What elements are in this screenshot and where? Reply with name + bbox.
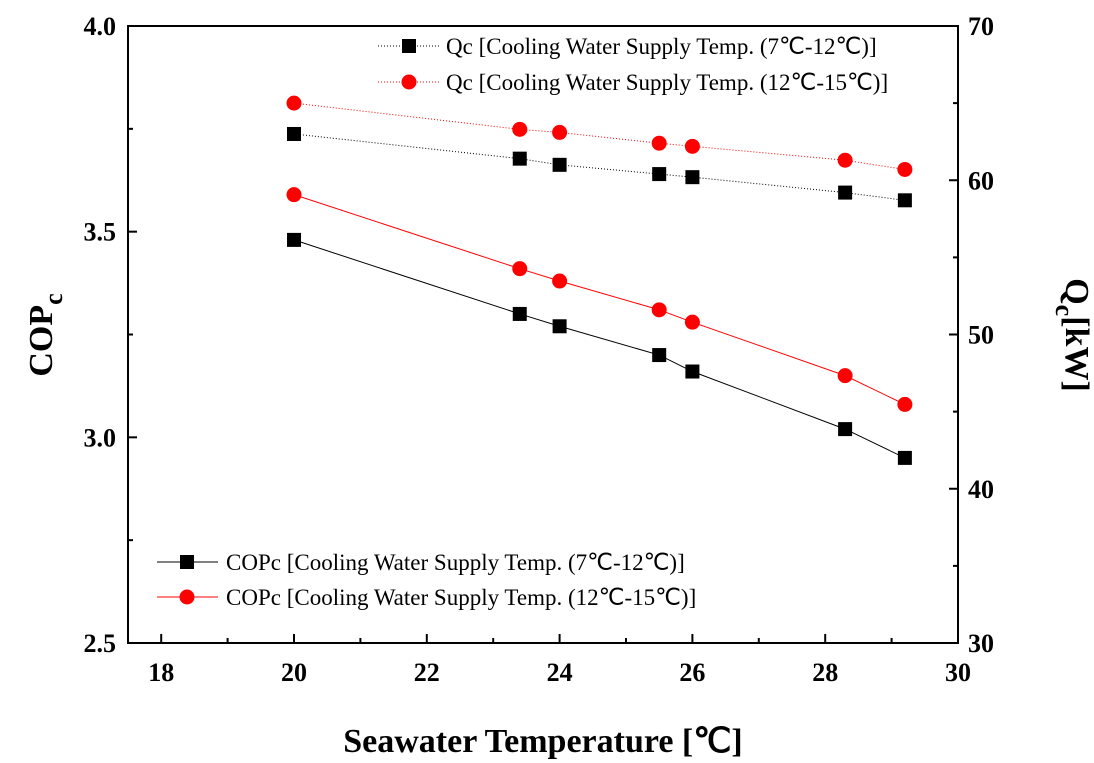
series-line-1: [293, 102, 905, 170]
series-line-2: [293, 239, 906, 459]
y-right-tick-label: 60: [968, 166, 994, 195]
axis-ticks: [128, 25, 959, 644]
y-left-tick-label: 3.5: [84, 218, 117, 247]
x-tick-label: 30: [945, 658, 971, 687]
series-point: [651, 135, 667, 151]
series-point: [685, 170, 700, 185]
series-point: [685, 364, 700, 379]
series-point: [286, 187, 302, 203]
y-right-axis-title-sub: c: [1050, 305, 1079, 317]
series-lines: [293, 102, 906, 459]
y-left-tick-label: 3.0: [84, 423, 117, 452]
series-point: [897, 193, 912, 208]
series-line-0: [293, 133, 905, 201]
x-tick-label: 24: [547, 658, 573, 687]
series-point: [897, 161, 913, 177]
x-tick-label: 18: [148, 658, 174, 687]
x-axis-title: Seawater Temperature [℃]: [343, 723, 743, 760]
series-point: [897, 450, 912, 465]
legend-qc-7-12-label: Qc [Cooling Water Supply Temp. (7℃-12℃)]: [446, 34, 877, 59]
x-tick-label: 28: [812, 658, 838, 687]
x-tick-label: 22: [414, 658, 440, 687]
legend-copc-7-12-marker: [180, 555, 194, 569]
y-right-tick-label: 50: [968, 321, 994, 350]
y-right-tick-label: 70: [968, 12, 994, 41]
legend-copc-7-12-label: COPc [Cooling Water Supply Temp. (7℃-12℃…: [226, 550, 685, 575]
y-left-tick-label: 4.0: [84, 12, 117, 41]
series-point: [684, 314, 700, 330]
series-point: [552, 319, 567, 334]
y-right-axis-title: Qc[kW]: [1050, 278, 1094, 392]
y-right-tick-label: 30: [968, 629, 994, 658]
legend-copc-12-15-marker: [179, 589, 195, 605]
y-left-axis-title: COPc: [23, 293, 68, 376]
legend-qc-12-15-label: Qc [Cooling Water Supply Temp. (12℃-15℃)…: [446, 70, 888, 95]
x-tick-label: 20: [281, 658, 307, 687]
y-right-tick-label: 40: [968, 475, 994, 504]
series-markers: [286, 95, 913, 465]
series-point: [684, 138, 700, 154]
legend-qc-12-15-marker: [401, 74, 417, 90]
series-point: [287, 126, 301, 141]
y-right-axis-title-unit: [kW]: [1058, 316, 1094, 392]
series-point: [838, 185, 853, 200]
series-point: [512, 261, 528, 277]
axis-tick-labels: 18 20 22 24 26 28 30 2.5 3.0 3.5 4.0 30 40 50 60 70: [84, 12, 995, 687]
legend-top-right: Qc [Cooling Water Supply Temp. (7℃-12℃)]…: [378, 34, 888, 95]
series-line-3: [293, 194, 906, 405]
y-left-axis-title-main: COP: [23, 305, 60, 377]
series-point: [652, 348, 667, 363]
series-point: [287, 232, 301, 247]
legend-bottom-left: COPc [Cooling Water Supply Temp. (7℃-12℃…: [157, 550, 696, 610]
series-point: [512, 151, 527, 166]
series-point: [552, 273, 568, 289]
y-left-axis-title-sub: c: [39, 293, 68, 305]
series-point: [651, 302, 667, 318]
legend-qc-7-12-marker: [402, 39, 416, 53]
legend-copc-12-15-label: COPc [Cooling Water Supply Temp. (12℃-15…: [226, 585, 696, 610]
series-point: [552, 124, 568, 140]
series-point: [837, 368, 853, 384]
series-point: [838, 422, 853, 437]
x-tick-label: 26: [679, 658, 705, 687]
series-point: [512, 121, 528, 137]
series-point: [652, 167, 667, 182]
y-left-tick-label: 2.5: [84, 629, 117, 658]
series-point: [286, 95, 302, 111]
series-point: [897, 396, 913, 412]
y-right-axis-title-main: Q: [1058, 278, 1094, 304]
series-point: [512, 306, 527, 321]
series-point: [837, 152, 853, 168]
series-point: [552, 157, 567, 172]
